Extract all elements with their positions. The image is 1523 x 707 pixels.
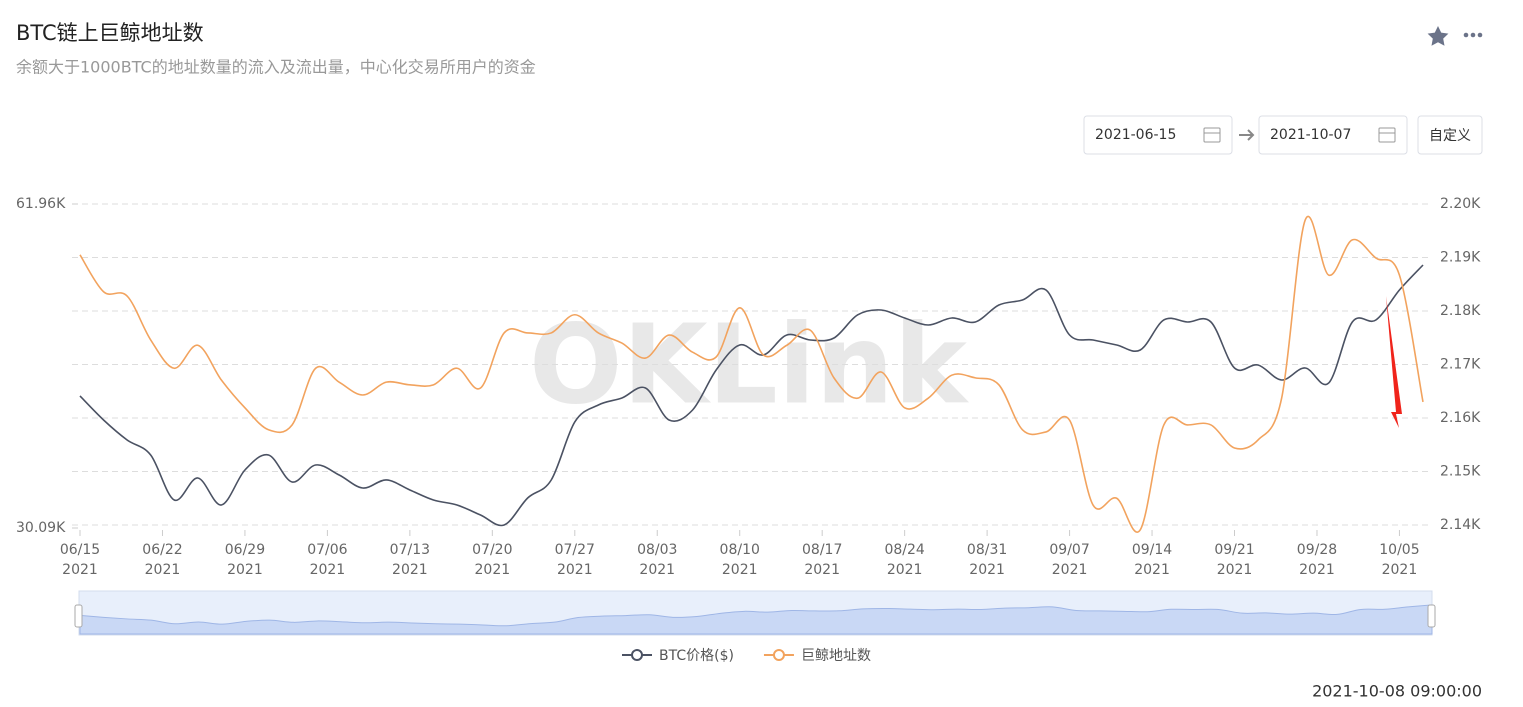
y2-tick-label: 2.20K (1440, 196, 1481, 212)
end-date-input[interactable] (1258, 115, 1408, 155)
navigator-area (79, 604, 1433, 635)
x-tick-year: 2021 (1217, 562, 1253, 578)
x-tick-year: 2021 (1052, 562, 1088, 578)
x-tick-year: 2021 (639, 562, 675, 578)
y2-tick-label: 2.14K (1440, 517, 1481, 533)
y-tick-label: 61.96K (16, 196, 66, 212)
custom-button[interactable] (1417, 115, 1483, 155)
x-tick-label: 09/14 (1132, 542, 1172, 558)
navigator-series (79, 604, 1433, 635)
range-arrow (1239, 129, 1255, 141)
y2-tick-label: 2.16K (1440, 410, 1481, 426)
dot[interactable] (1477, 32, 1483, 38)
x-tick-year: 2021 (1382, 562, 1418, 578)
x-tick-label: 08/24 (884, 542, 924, 558)
more-icon[interactable] (1463, 32, 1483, 38)
x-tick-label: 07/27 (555, 542, 595, 558)
x-tick-year: 2021 (1134, 562, 1170, 578)
x-tick-label: 09/21 (1214, 542, 1254, 558)
x-tick-label: 06/22 (142, 542, 182, 558)
x-tick-label: 08/03 (637, 542, 677, 558)
series-line (79, 215, 1424, 533)
custom-button-label[interactable]: 自定义 (1429, 128, 1471, 144)
start-date-input[interactable] (1083, 115, 1233, 155)
legend-marker (631, 649, 643, 661)
x-tick-year: 2021 (145, 562, 181, 578)
end-date[interactable]: 2021-10-07 (1270, 127, 1351, 143)
x-tick-label: 08/10 (720, 542, 760, 558)
series-line (79, 264, 1424, 527)
x-tick-label: 10/05 (1379, 542, 1419, 558)
star[interactable] (1427, 26, 1449, 46)
y2-tick-label: 2.19K (1440, 250, 1481, 266)
x-tick-label: 09/07 (1049, 542, 1089, 558)
y2-tick-label: 2.17K (1440, 357, 1481, 373)
x-tick-year: 2021 (557, 562, 593, 578)
annotation-arrow (1386, 296, 1402, 428)
x-tick-label: 07/20 (472, 542, 512, 558)
dot[interactable] (1463, 32, 1469, 38)
x-tick-label: 06/29 (225, 542, 265, 558)
x-tick-year: 2021 (804, 562, 840, 578)
y2-tick-label: 2.15K (1440, 464, 1481, 480)
x-tick-year: 2021 (969, 562, 1005, 578)
navigator-handle[interactable] (1427, 604, 1436, 628)
timestamp: 2021-10-08 09:00:00 (1312, 682, 1482, 701)
title: BTC链上巨鲸地址数 (16, 21, 204, 45)
legend-label: 巨鲸地址数 (801, 648, 871, 664)
x-tick-year: 2021 (227, 562, 263, 578)
navigator-handle[interactable] (74, 604, 83, 628)
x-tick-year: 2021 (310, 562, 346, 578)
subtitle: 余额大于1000BTC的地址数量的流入及流出量，中心化交易所用户的资金 (16, 58, 536, 77)
x-tick-year: 2021 (62, 562, 98, 578)
legend: BTC价格($) 巨鲸地址数 (622, 648, 871, 664)
legend-label: BTC价格($) (659, 648, 734, 664)
dot[interactable] (1470, 32, 1476, 38)
x-tick-year: 2021 (887, 562, 923, 578)
x-tick-label: 06/15 (60, 542, 100, 558)
x-tick-year: 2021 (475, 562, 511, 578)
calendar-icon (1378, 127, 1396, 143)
x-tick-label: 07/13 (390, 542, 430, 558)
x-tick-year: 2021 (722, 562, 758, 578)
x-tick-label: 08/17 (802, 542, 842, 558)
calendar-icon (1203, 127, 1221, 143)
x-tick-label: 07/06 (307, 542, 347, 558)
y-tick-label: 30.09K (16, 520, 66, 536)
star-icon[interactable] (1427, 26, 1449, 46)
start-date[interactable]: 2021-06-15 (1095, 127, 1176, 143)
plot: 2.14K 2.15K 2.16K 2.17K 2.18K 2.19K 2.20K 61.96… (16, 196, 1481, 578)
y2-tick-label: 2.18K (1440, 303, 1481, 319)
x-tick-label: 09/28 (1297, 542, 1337, 558)
x-tick-year: 2021 (392, 562, 428, 578)
x-tick-year: 2021 (1299, 562, 1335, 578)
legend-marker (772, 649, 785, 661)
x-tick-label: 08/31 (967, 542, 1007, 558)
